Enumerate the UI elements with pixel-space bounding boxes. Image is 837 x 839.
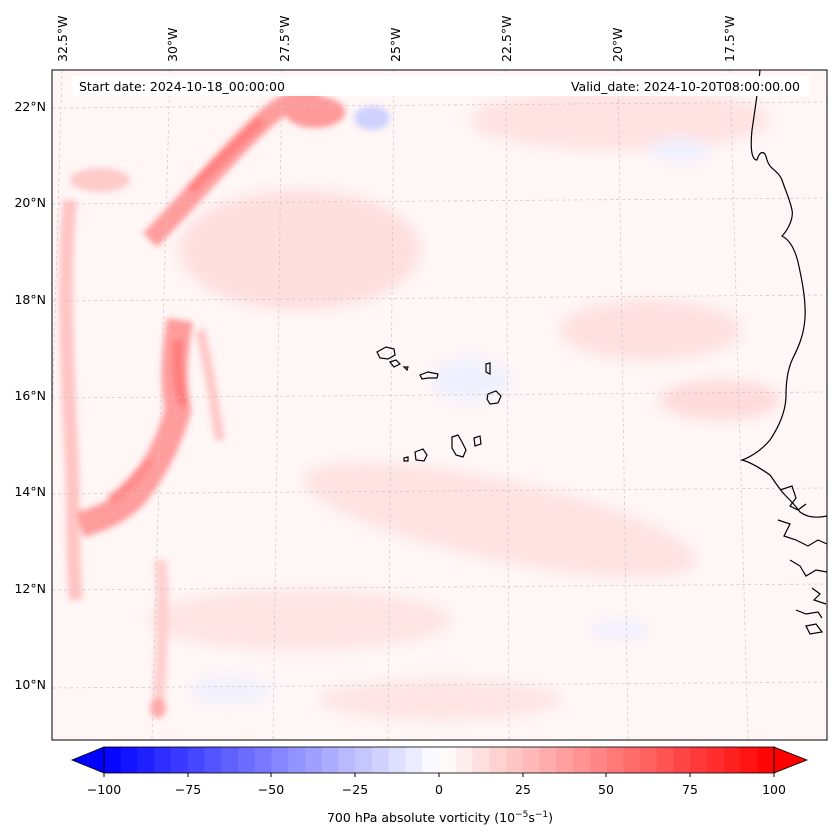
colorbar-segment xyxy=(238,747,256,773)
island-boa-vista xyxy=(486,390,502,405)
colorbar-high-extend xyxy=(773,746,809,774)
colorbar-segment xyxy=(221,747,239,773)
longitude-labels: 32.5°W 30°W 27.5°W 25°W 22.5°W 20°W 17.5… xyxy=(55,16,737,62)
colorbar-tick-label: 0 xyxy=(435,782,443,797)
colorbar-segment xyxy=(740,747,758,773)
colorbar-segment xyxy=(405,747,423,773)
colorbar-segment xyxy=(539,747,557,773)
island-santo-antao xyxy=(376,346,396,360)
colorbar-segment xyxy=(305,747,323,773)
colorbar-segment xyxy=(388,747,406,773)
island-brava xyxy=(403,456,409,462)
colorbar-segments xyxy=(104,747,775,773)
valid-date-label: Valid_date: 2024-10-20T08:00:00.00 xyxy=(571,79,800,94)
lat-label: 20°N xyxy=(14,195,46,210)
colorbar-low-extend xyxy=(70,746,105,774)
colorbar-tick-label: 100 xyxy=(762,782,786,797)
colorbar: −100 −75 −50 −25 0 25 50 75 100 700 hPa … xyxy=(70,746,809,825)
africa-coastline xyxy=(739,70,827,518)
lon-label: 32.5°W xyxy=(55,16,70,62)
colorbar-segment xyxy=(522,747,540,773)
header-strip xyxy=(72,76,810,96)
colorbar-segment xyxy=(422,747,440,773)
colorbar-tick-label: −75 xyxy=(175,782,201,797)
vorticity-field xyxy=(59,82,780,720)
colorbar-segment xyxy=(288,747,306,773)
colorbar-ticks xyxy=(103,773,775,777)
island-santa-luzia xyxy=(402,366,409,372)
colorbar-tick-label: 50 xyxy=(598,782,614,797)
colorbar-tick-label: −50 xyxy=(258,782,284,797)
lat-label: 22°N xyxy=(14,99,46,114)
colorbar-segment xyxy=(154,747,172,773)
colorbar-segment xyxy=(455,747,473,773)
colorbar-segment xyxy=(104,747,122,773)
colorbar-title: 700 hPa absolute vorticity (10−5s−1) xyxy=(327,810,553,825)
colorbar-segment xyxy=(355,747,373,773)
colorbar-segment xyxy=(690,747,708,773)
start-date-label: Start date: 2024-10-18_00:00:00 xyxy=(79,79,285,94)
colorbar-segment xyxy=(489,747,507,773)
colorbar-segment xyxy=(120,747,138,773)
island-sao-vicente xyxy=(388,359,402,368)
colorbar-segment xyxy=(187,747,205,773)
colorbar-segment xyxy=(439,747,457,773)
colorbar-tick-label: 75 xyxy=(682,782,698,797)
island-santiago xyxy=(451,434,467,458)
colorbar-segment xyxy=(204,747,222,773)
colorbar-segment xyxy=(623,747,641,773)
graticule xyxy=(52,70,827,740)
lat-label: 14°N xyxy=(14,484,46,499)
colorbar-segment xyxy=(573,747,591,773)
colorbar-segment xyxy=(673,747,691,773)
colorbar-segment xyxy=(254,747,272,773)
lat-label: 18°N xyxy=(14,292,46,307)
lat-label: 16°N xyxy=(14,388,46,403)
lon-label: 27.5°W xyxy=(277,16,292,62)
lon-label: 30°W xyxy=(165,27,180,62)
colorbar-segment xyxy=(606,747,624,773)
colorbar-tick-label: 25 xyxy=(515,782,531,797)
colorbar-segment xyxy=(338,747,356,773)
colorbar-segment xyxy=(472,747,490,773)
colorbar-segment xyxy=(506,747,524,773)
lat-label: 10°N xyxy=(14,677,46,692)
lon-label: 25°W xyxy=(388,27,403,62)
senegal-gambia-coast xyxy=(777,485,827,635)
island-sao-nicolau xyxy=(419,371,439,380)
colorbar-segment xyxy=(137,747,155,773)
colorbar-segment xyxy=(271,747,289,773)
lat-label: 12°N xyxy=(14,581,46,596)
colorbar-tick-label: −100 xyxy=(87,782,121,797)
colorbar-segment xyxy=(656,747,674,773)
colorbar-segment xyxy=(757,747,775,773)
colorbar-segment xyxy=(321,747,339,773)
colorbar-segment xyxy=(707,747,725,773)
colorbar-segment xyxy=(589,747,607,773)
island-sal xyxy=(485,362,491,375)
lon-label: 20°W xyxy=(610,27,625,62)
colorbar-segment xyxy=(640,747,658,773)
colorbar-segment xyxy=(171,747,189,773)
colorbar-segment xyxy=(723,747,741,773)
colorbar-segment xyxy=(556,747,574,773)
island-maio xyxy=(473,435,482,447)
coastlines xyxy=(376,70,827,635)
latitude-labels: 22°N 20°N 18°N 16°N 14°N 12°N 10°N xyxy=(14,99,46,692)
island-fogo xyxy=(414,448,428,462)
colorbar-tick-label: −25 xyxy=(342,782,368,797)
lon-label: 17.5°W xyxy=(722,16,737,62)
map-frame xyxy=(51,69,828,741)
colorbar-segment xyxy=(372,747,390,773)
lon-label: 22.5°W xyxy=(499,16,514,62)
